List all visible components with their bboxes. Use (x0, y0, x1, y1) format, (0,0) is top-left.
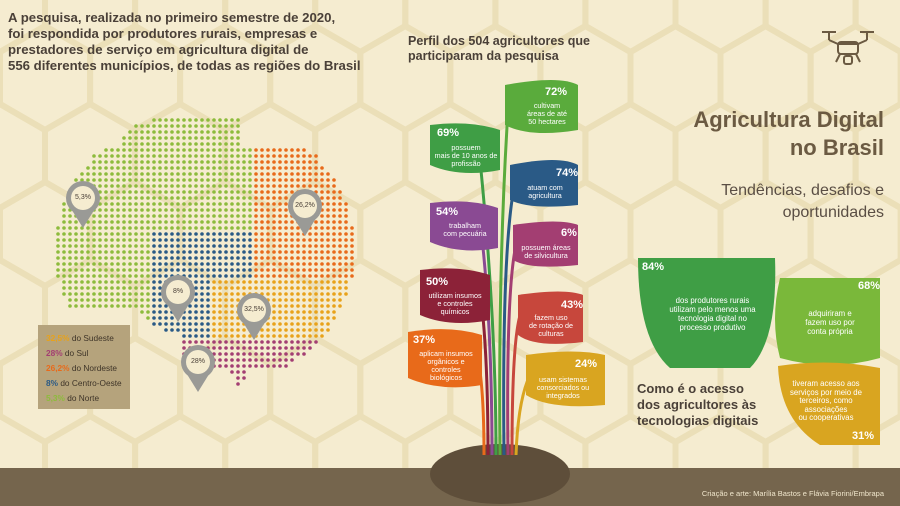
leaf-69-text: possuem mais de 10 anos de profissão (434, 143, 498, 168)
leaf-50-pct: 50% (426, 276, 449, 288)
intro-line: foi respondida por produtores rurais, em… (8, 26, 318, 41)
leaf-6-pct: 6% (561, 227, 577, 239)
leaf-43-text: fazem uso de rotação de culturas (529, 313, 573, 338)
leaf-24-text: usam sistemas consorciados ou integrados (536, 375, 590, 400)
pin-sudeste (237, 293, 271, 340)
leaf-6-text: possuem áreas de silvicultura (521, 243, 571, 260)
access-68-pct: 68% (858, 280, 881, 292)
leaf-43-pct: 43% (561, 299, 584, 311)
leaf-37-text: aplicam insumos orgânicos e controles bioló… (419, 349, 473, 382)
subtitle: Tendências, desafios e oportunidades (721, 182, 884, 221)
leaf-74 (510, 160, 578, 207)
pin-label-norte: 5,3% (75, 194, 91, 201)
leaf-54-text: trabalham com pecuária (443, 221, 487, 238)
leaf-72 (505, 80, 578, 134)
leaf-43 (518, 291, 583, 344)
access-84-pct: 84% (642, 261, 665, 273)
access-31-text: tiveram acesso aos serviços por meio de te… (790, 379, 862, 423)
region-legend: 32,5% do Sudeste 28% do Sul 26,2% do Nor… (38, 325, 130, 409)
leaf-6 (513, 221, 578, 267)
plant-infographic (408, 80, 605, 456)
pin-label-sudeste: 32,5% (244, 306, 264, 313)
access-leaf-68 (775, 278, 880, 365)
pin-label-centro-oeste: 8% (172, 288, 184, 295)
leaf-37-pct: 37% (413, 334, 436, 346)
leaf-69-pct: 69% (437, 127, 460, 139)
leaf-74-pct: 74% (556, 167, 579, 179)
access-leaves (638, 258, 880, 445)
legend-row: 8% do Centro-Oeste (46, 378, 122, 388)
drone-icon (822, 31, 874, 65)
leaf-50-text: utilizam insumos e controles químicos (428, 291, 482, 316)
profile-title: Perfil dos 504 agricultores que particip… (408, 34, 591, 63)
access-84-text: dos produtores rurais utilizam pelo menos… (669, 296, 756, 332)
legend-row: 5,3% do Norte (46, 393, 100, 403)
pin-label-nordeste: 26,2% (295, 202, 315, 209)
access-title: Como é o acesso dos agricultores às tecn… (637, 381, 759, 428)
access-leaf-31 (778, 362, 880, 445)
soil-mound (430, 444, 570, 504)
leaf-24 (526, 351, 605, 407)
leaf-37 (408, 329, 482, 388)
leaf-74-text: atuam com agricultura (527, 183, 563, 200)
intro-line: 556 diferentes municípios, de todas as r… (8, 58, 361, 73)
leaf-69 (430, 123, 500, 174)
legend-row: 26,2% do Nordeste (46, 363, 118, 373)
legend-row: 32,5% do Sudeste (46, 333, 114, 343)
intro-line: A pesquisa, realizada no primeiro semest… (8, 10, 336, 25)
leaf-72-pct: 72% (545, 86, 568, 98)
intro-line: prestadores de serviço em agricultura di… (8, 42, 309, 57)
pin-sul (181, 345, 215, 392)
pin-norte (66, 181, 100, 228)
leaf-54-pct: 54% (436, 206, 459, 218)
leaf-50 (420, 268, 490, 324)
leaf-24-pct: 24% (575, 358, 598, 370)
credit-text: Criação e arte: Marília Bastos e Flávia … (701, 489, 884, 498)
brazil-dot-map (56, 118, 354, 386)
access-leaf-84 (638, 258, 776, 368)
map-pins (66, 181, 322, 392)
pin-nordeste (288, 189, 322, 236)
legend-row: 28% do Sul (46, 348, 89, 358)
pin-label-sul: 28% (190, 358, 205, 365)
pin-centro-oeste (161, 275, 195, 322)
access-68-text: adquiriram e fazem uso por conta própria (805, 309, 855, 336)
access-31-pct: 31% (852, 430, 875, 442)
intro-text: A pesquisa, realizada no primeiro semest… (8, 10, 378, 74)
main-title: Agricultura Digital no Brasil (693, 107, 884, 160)
leaf-54 (430, 201, 498, 251)
leaf-72-text: cultivam áreas de até 50 hectares (527, 101, 567, 126)
